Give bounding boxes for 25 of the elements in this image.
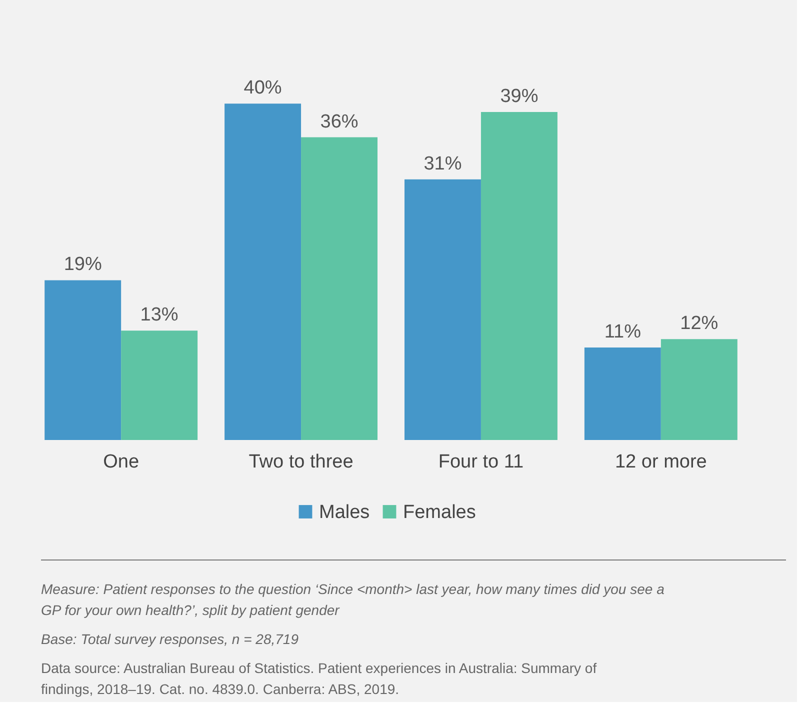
bar — [480, 112, 558, 440]
text: Measure: Patient responses to the question ‘Since <month> last year, how many times did you see a GP for your own health?’, split by patient gender — [41, 581, 665, 618]
data-label: 39% — [500, 86, 538, 108]
bar — [224, 104, 302, 440]
bar — [404, 179, 481, 440]
data-label: 11% — [604, 322, 642, 342]
data-label: 19% — [64, 254, 102, 276]
bar — [121, 330, 198, 440]
data-label: 36% — [320, 111, 358, 132]
x-tick-label: One — [103, 452, 140, 472]
x-tick-label: Four to 11 — [438, 452, 524, 472]
data-label: 13% — [140, 304, 178, 326]
legend-label: Males — [319, 502, 370, 523]
data-label: 40% — [244, 78, 282, 99]
bar — [44, 280, 122, 440]
data-label: 31% — [424, 153, 462, 174]
bar — [660, 339, 738, 440]
legend-label: Females — [403, 502, 476, 523]
data-label: 12% — [680, 313, 718, 334]
bar — [301, 137, 378, 440]
bar — [584, 348, 661, 440]
source-note: Data source: Australian Bureau of Statistics. Patient experiences in Australia: Summary of findings, 2018–19. Cat. no. 4839.0. Canberra: ABS, 2019. — [41, 660, 597, 697]
text: Base: Total survey responses, n = 28,719 — [41, 631, 299, 647]
x-tick-label: Two to three — [248, 452, 354, 472]
x-tick-label: 12 or more — [614, 452, 707, 472]
